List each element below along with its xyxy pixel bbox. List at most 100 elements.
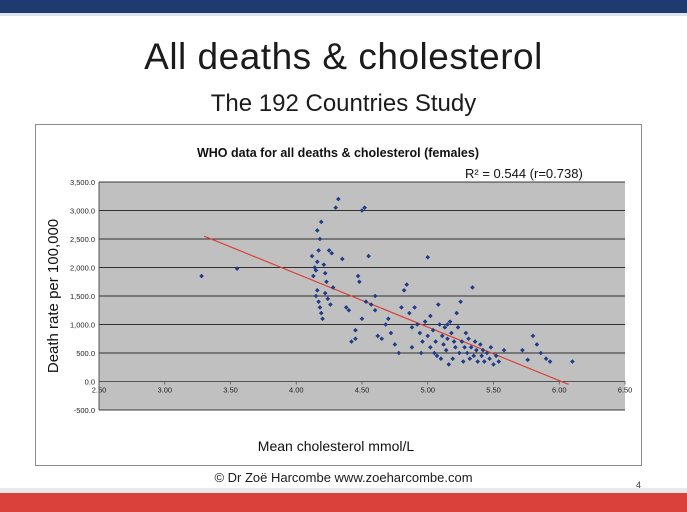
y-tick-label: 1,000.0: [70, 321, 95, 330]
data-point: [530, 333, 536, 339]
data-point: [534, 342, 540, 347]
chart-title: WHO data for all deaths & cholesterol (f…: [197, 146, 479, 160]
data-point: [432, 350, 437, 356]
data-point: [425, 333, 431, 339]
data-point: [417, 330, 423, 336]
data-point: [543, 356, 549, 361]
data-point: [428, 313, 433, 319]
data-point: [326, 248, 332, 253]
x-tick-label: 4.00: [289, 386, 304, 395]
data-point: [316, 299, 321, 304]
data-point: [349, 339, 354, 344]
data-point: [372, 307, 378, 313]
data-point: [439, 333, 445, 339]
data-point: [570, 359, 575, 364]
data-point: [343, 305, 349, 310]
data-point: [496, 359, 502, 364]
data-point: [435, 302, 441, 307]
data-point: [460, 359, 466, 364]
top-accent-bar: [0, 0, 687, 13]
data-point: [317, 305, 323, 310]
x-tick-label: 5.50: [486, 386, 501, 395]
data-point: [443, 347, 449, 353]
data-point: [324, 279, 329, 285]
data-point: [199, 273, 204, 279]
data-point: [386, 316, 391, 322]
data-point: [388, 330, 394, 336]
data-point: [481, 359, 487, 364]
r-squared-annotation: R² = 0.544 (r=0.738): [465, 166, 583, 181]
data-point: [357, 279, 362, 285]
data-point: [329, 250, 335, 256]
data-point: [399, 305, 404, 310]
y-tick-label: 500.0: [76, 349, 95, 358]
data-point: [438, 356, 444, 361]
data-point: [396, 350, 402, 356]
y-tick-label: 0.0: [85, 378, 95, 387]
trendline: [203, 235, 569, 385]
data-point: [451, 339, 457, 344]
data-point: [478, 342, 483, 347]
data-point: [449, 330, 454, 336]
data-point: [322, 290, 328, 296]
data-point: [501, 347, 507, 353]
data-point: [491, 362, 496, 367]
slide-title: All deaths & cholesterol: [144, 36, 543, 77]
data-point: [339, 256, 345, 262]
data-point: [453, 345, 458, 350]
data-point: [470, 285, 475, 290]
data-point: [480, 347, 486, 353]
data-point: [487, 356, 492, 361]
data-point: [401, 288, 407, 293]
data-point: [318, 219, 324, 225]
data-point: [418, 350, 424, 356]
data-point: [525, 357, 530, 363]
bottom-accent-bar: [0, 493, 687, 512]
y-tick-label: 1,500.0: [70, 292, 95, 301]
data-point: [434, 353, 440, 359]
x-axis-label: Mean cholesterol mmol/L: [258, 438, 415, 454]
data-point: [462, 345, 467, 350]
data-point: [409, 325, 415, 330]
y-tick-label: 2,000.0: [70, 264, 95, 273]
x-tick-label: 3.00: [157, 386, 172, 395]
data-point: [330, 285, 336, 290]
data-point: [314, 288, 320, 293]
data-point: [471, 353, 477, 359]
data-point: [311, 273, 316, 279]
data-point: [318, 310, 324, 316]
data-point: [422, 319, 428, 324]
data-point: [459, 339, 465, 344]
data-point: [320, 316, 325, 322]
data-point: [375, 333, 381, 339]
data-point: [363, 299, 369, 304]
data-point: [359, 208, 365, 213]
x-tick-label: 3.50: [223, 386, 238, 395]
data-point: [355, 273, 361, 279]
data-point: [479, 353, 484, 359]
data-point: [488, 345, 494, 350]
data-point: [346, 307, 352, 313]
credit-line: © Dr Zoë Harcombe www.zoeharcombe.com: [214, 470, 473, 485]
data-point: [428, 345, 433, 350]
data-point: [314, 259, 320, 265]
data-point: [379, 336, 385, 342]
data-point: [445, 336, 450, 342]
data-point: [412, 305, 417, 310]
y-tick-label: 3,500.0: [70, 178, 95, 187]
data-point: [321, 262, 327, 267]
data-point: [474, 347, 479, 353]
data-point: [447, 319, 453, 324]
data-point: [336, 196, 341, 202]
data-point: [493, 353, 499, 359]
y-tick-label: 3,000.0: [70, 207, 95, 216]
data-point: [309, 253, 315, 259]
top-accent-strip: [0, 13, 687, 16]
data-point: [316, 248, 321, 253]
data-point: [446, 362, 452, 367]
data-point: [368, 302, 374, 307]
data-point: [538, 350, 544, 356]
data-point: [457, 350, 462, 356]
data-point: [437, 322, 442, 327]
page-number: 4: [636, 480, 642, 490]
